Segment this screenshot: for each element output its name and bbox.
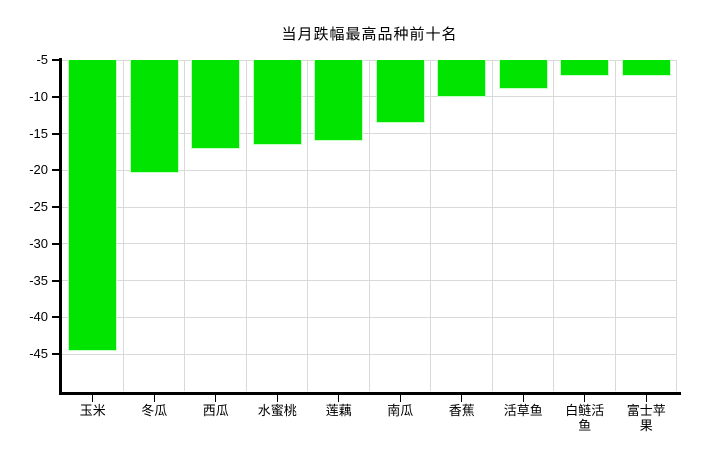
chart-bar[interactable] xyxy=(252,60,302,146)
x-tick-mark xyxy=(276,395,278,402)
gridline-horizontal xyxy=(62,96,677,98)
y-tick-mark xyxy=(52,279,59,282)
y-axis-line xyxy=(59,58,62,395)
gridline-vertical xyxy=(491,60,493,391)
x-tick-mark xyxy=(522,395,524,402)
gridline-vertical xyxy=(184,60,185,391)
y-axis-label: -5 xyxy=(36,52,48,67)
gridline-horizontal xyxy=(62,206,677,208)
x-tick-mark xyxy=(584,395,586,402)
chart-title: 当月跌幅最高品种前十名 xyxy=(281,26,458,43)
chart-bar[interactable] xyxy=(621,60,671,77)
y-tick-mark xyxy=(52,59,59,61)
chart-bar[interactable] xyxy=(191,60,241,149)
gridline-vertical xyxy=(368,60,370,391)
gridline-vertical xyxy=(614,60,616,391)
x-axis-label: 香蕉 xyxy=(448,403,475,418)
plot-area xyxy=(62,59,677,391)
y-axis-label: -20 xyxy=(29,162,48,178)
y-axis-label: -25 xyxy=(29,199,48,215)
gridline-vertical xyxy=(676,60,677,391)
y-axis-label: -30 xyxy=(29,235,48,251)
chart-bar[interactable] xyxy=(498,60,548,89)
gridline-horizontal xyxy=(62,59,677,61)
x-axis-label: 南瓜 xyxy=(387,403,414,418)
gridline-vertical xyxy=(245,60,247,391)
x-axis-label: 莲藕 xyxy=(325,403,352,418)
gridline-horizontal xyxy=(62,133,677,135)
y-tick-mark xyxy=(52,169,59,172)
gridline-horizontal xyxy=(62,243,677,245)
chart-bar[interactable] xyxy=(68,60,118,351)
x-tick-mark xyxy=(92,395,94,402)
y-tick-mark xyxy=(52,353,59,356)
x-axis-label: 水蜜桃 xyxy=(257,403,297,418)
x-axis-label: 玉米 xyxy=(79,403,106,418)
gridline-vertical xyxy=(122,60,124,391)
chart-bar[interactable] xyxy=(560,60,610,77)
x-axis-line xyxy=(59,392,681,395)
y-axis-label: -10 xyxy=(29,88,48,104)
x-tick-mark xyxy=(461,395,463,402)
chart-bar[interactable] xyxy=(314,60,364,141)
gridline-horizontal xyxy=(62,353,677,355)
gridline-horizontal xyxy=(62,316,677,318)
gridline-vertical xyxy=(430,60,431,391)
y-tick-mark xyxy=(52,316,59,319)
chart-bar[interactable] xyxy=(375,60,425,123)
x-tick-mark xyxy=(153,395,155,402)
chart-bar[interactable] xyxy=(129,60,179,173)
y-axis-label: -45 xyxy=(29,346,48,362)
x-axis-label: 富士苹果 xyxy=(626,403,666,433)
x-tick-mark xyxy=(215,395,217,402)
gridline-horizontal xyxy=(62,169,677,171)
x-axis-label: 活草鱼 xyxy=(503,403,543,418)
y-axis-label: -40 xyxy=(29,309,48,325)
y-tick-mark xyxy=(52,242,59,245)
y-axis-label: -15 xyxy=(29,125,48,141)
gridline-horizontal xyxy=(62,280,677,282)
x-axis-label: 白鲢活鱼 xyxy=(565,403,605,433)
x-axis-label: 西瓜 xyxy=(202,403,229,418)
y-tick-mark xyxy=(52,132,59,135)
chart-bar[interactable] xyxy=(437,60,487,97)
gridline-vertical xyxy=(553,60,554,391)
y-tick-mark xyxy=(52,206,59,209)
x-tick-mark xyxy=(338,395,340,402)
y-axis-label: -35 xyxy=(29,272,48,288)
x-tick-mark xyxy=(645,395,647,402)
x-tick-mark xyxy=(399,395,401,402)
gridline-vertical xyxy=(307,60,308,391)
y-tick-mark xyxy=(52,95,59,98)
x-axis-label: 冬瓜 xyxy=(141,403,168,418)
